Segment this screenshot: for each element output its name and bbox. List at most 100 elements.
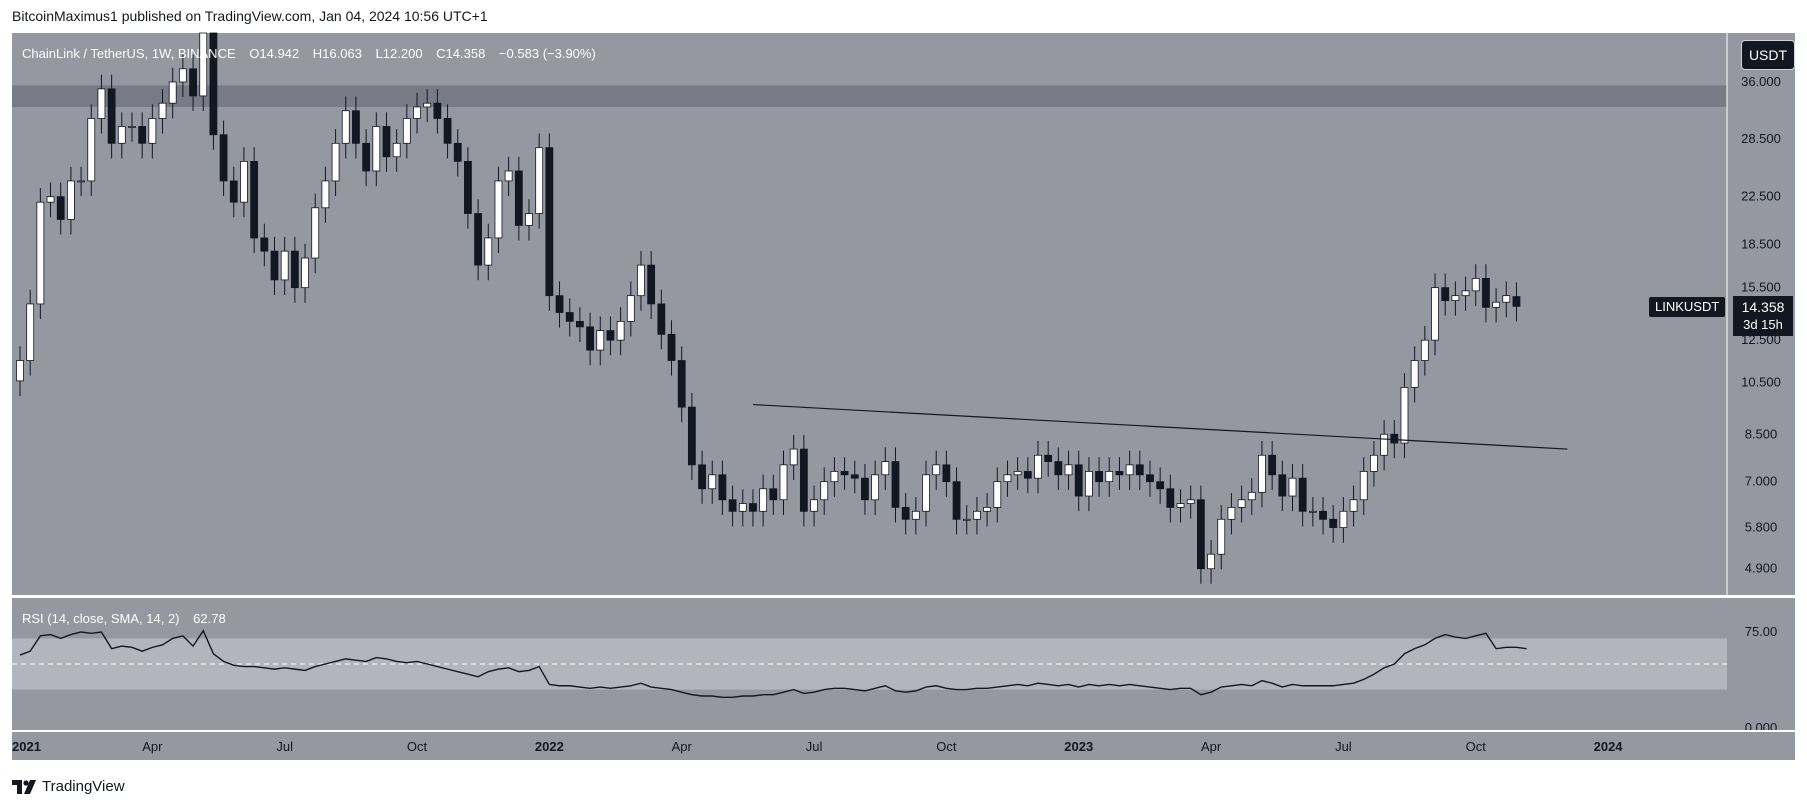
- candle-body: [576, 320, 584, 328]
- candle-body: [1054, 461, 1063, 476]
- candle: [789, 434, 798, 480]
- candle-body: [637, 264, 645, 297]
- candle-body: [799, 448, 808, 512]
- candle-body: [464, 161, 472, 214]
- candle: [464, 147, 472, 229]
- candle-body: [148, 118, 157, 144]
- candle: [1023, 457, 1032, 494]
- candle-body: [708, 474, 717, 490]
- candle-body: [973, 510, 981, 520]
- candle-body: [392, 142, 401, 158]
- candle: [983, 493, 991, 527]
- candle: [402, 104, 411, 159]
- candle: [911, 497, 920, 535]
- candle-body: [260, 237, 269, 252]
- candle-body: [1074, 464, 1083, 497]
- time-tick-label: Oct: [936, 739, 957, 754]
- candle-body: [1400, 387, 1409, 444]
- candle: [840, 457, 849, 490]
- candle: [1278, 460, 1287, 512]
- candle-body: [1482, 277, 1490, 308]
- candle: [77, 166, 85, 197]
- candle-body: [1044, 454, 1053, 463]
- candle: [1125, 450, 1134, 490]
- candle-body: [514, 170, 523, 226]
- candle-body: [168, 81, 177, 104]
- close-value: 14.358: [445, 46, 486, 61]
- candle: [698, 450, 706, 504]
- candle-body: [1003, 474, 1012, 483]
- candle: [1013, 457, 1022, 490]
- candle-body: [413, 106, 421, 119]
- candle-body: [1156, 481, 1165, 490]
- candle: [331, 129, 340, 197]
- candle: [1064, 450, 1073, 490]
- symbol-title: ChainLink / TetherUS, 1W, BINANCE: [22, 46, 236, 61]
- last-price-value: 14.358: [1741, 299, 1785, 315]
- candle: [128, 112, 136, 142]
- candle-body: [199, 32, 208, 97]
- candle: [901, 493, 910, 535]
- candle-body: [1135, 464, 1144, 476]
- candle-body: [1502, 295, 1511, 303]
- candle-body: [504, 170, 513, 182]
- candle: [433, 88, 442, 134]
- open-label: O: [249, 46, 260, 61]
- candle: [301, 243, 309, 303]
- candle: [16, 346, 24, 396]
- price-tick-label: 10.500: [1741, 375, 1781, 390]
- rsi-tick-label: 75.00: [1745, 624, 1778, 639]
- candle: [87, 104, 96, 197]
- candle: [952, 467, 961, 535]
- currency-button[interactable]: USDT: [1741, 40, 1795, 70]
- candle-body: [810, 499, 818, 512]
- candle-body: [1359, 471, 1368, 501]
- candle: [626, 281, 635, 337]
- tradingview-logo-icon: [12, 779, 36, 794]
- candle-body: [1237, 499, 1246, 508]
- candle-body: [1461, 290, 1470, 297]
- candle: [1146, 460, 1154, 497]
- candle: [321, 166, 330, 223]
- candle: [178, 54, 187, 98]
- candle: [1085, 457, 1093, 512]
- ohlc-legend: ChainLink / TetherUS, 1W, BINANCE O14.94…: [22, 46, 596, 61]
- candle: [67, 166, 75, 235]
- candle-body: [158, 102, 167, 119]
- price-tick-label: 8.500: [1745, 426, 1778, 441]
- candle-body: [443, 118, 452, 144]
- price-tick-label: 18.500: [1741, 236, 1781, 251]
- candle: [596, 316, 605, 366]
- candle-body: [362, 142, 371, 172]
- candle-body: [952, 481, 961, 520]
- candle: [1176, 489, 1185, 523]
- candle: [1288, 463, 1297, 512]
- candle-body: [1329, 518, 1338, 528]
- footer-brand[interactable]: TradingView: [12, 778, 125, 795]
- candle: [1512, 282, 1521, 322]
- price-tick-label: 4.900: [1745, 561, 1778, 576]
- low-value: 12.200: [382, 46, 423, 61]
- candle-body: [311, 207, 320, 259]
- candle-body: [56, 196, 65, 220]
- candle: [718, 460, 727, 515]
- candle-body: [1380, 433, 1389, 456]
- candle: [1441, 273, 1450, 316]
- symbol-price-tag: LINKUSDT: [1649, 297, 1726, 317]
- candle: [1003, 460, 1012, 497]
- candle-body: [1217, 518, 1226, 555]
- candle: [311, 193, 320, 274]
- candle: [1156, 467, 1165, 504]
- candle-body: [1471, 277, 1480, 292]
- candle-body: [209, 32, 218, 136]
- candle-body: [861, 477, 869, 501]
- candle-body: [1023, 471, 1032, 479]
- candle-body: [240, 161, 248, 203]
- candle: [799, 434, 808, 527]
- candle: [708, 460, 717, 504]
- candle: [189, 54, 197, 112]
- candle: [820, 467, 829, 515]
- candle: [565, 298, 574, 337]
- candle: [1095, 457, 1103, 497]
